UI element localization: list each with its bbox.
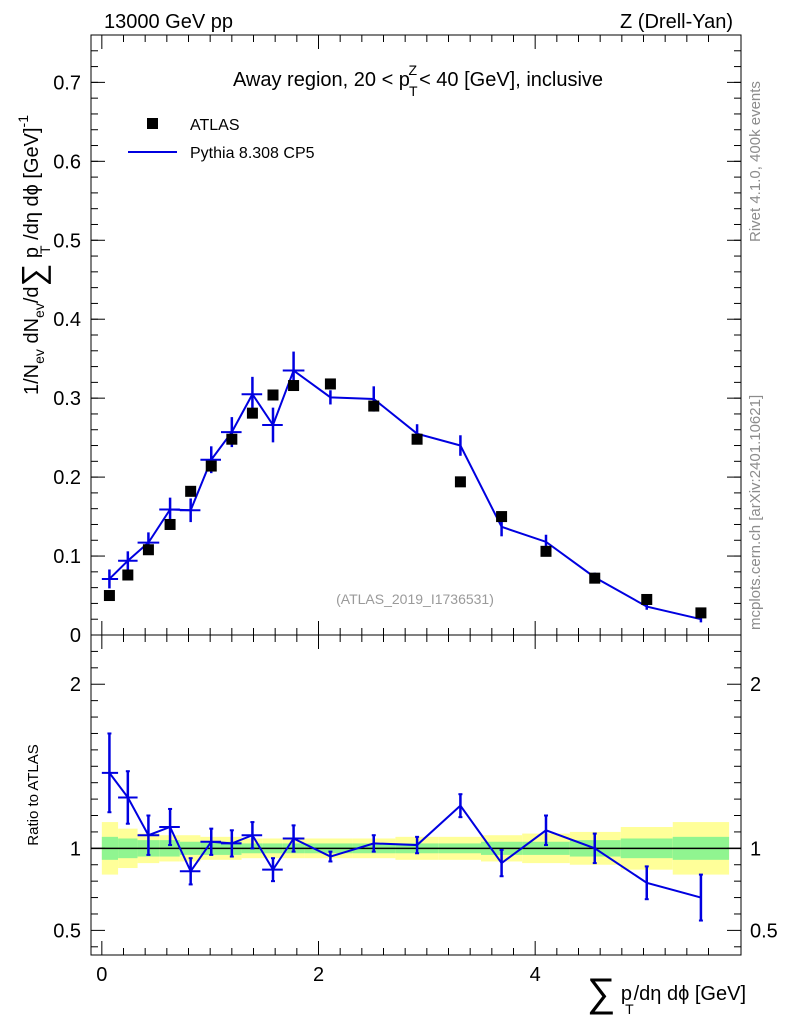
legend-atlas-label: ATLAS — [190, 117, 240, 134]
analysis-watermark: (ATLAS_2019_I1736531) — [336, 591, 494, 607]
main-ylabel: 1/Nev dNev/d∑ pT /dη dϕ [GeV]-1 — [15, 115, 53, 395]
ytick-label-6: 0.6 — [53, 151, 81, 173]
xtick-label-1: 2 — [313, 964, 324, 986]
header-left: 13000 GeV pp — [104, 11, 233, 33]
atlas-marker — [246, 407, 258, 419]
main-frame — [90, 34, 742, 636]
atlas-marker — [103, 590, 115, 602]
ytick-label-5: 0.5 — [53, 230, 81, 252]
ytick-label-7: 0.7 — [53, 72, 81, 94]
atlas-marker — [288, 380, 300, 392]
ytick-label-4: 0.4 — [53, 309, 81, 331]
atlas-marker — [185, 485, 197, 497]
main-title: Away region, 20 < pTZ < 40 [GeV], inclusi… — [233, 62, 603, 99]
xlabel: ∑ p T/dη dϕ [GeV] — [587, 971, 746, 1017]
atlas-marker — [142, 544, 154, 556]
legend-atlas-marker — [147, 118, 158, 129]
ytick-label-1: 1 — [70, 838, 81, 860]
atlas-marker — [226, 433, 238, 445]
atlas-marker — [324, 378, 336, 390]
ratio-frame — [90, 634, 742, 956]
ytick-label-0: 0.5 — [53, 920, 81, 942]
ytick-right-label-1: 1 — [750, 838, 761, 860]
atlas-marker — [122, 569, 134, 581]
ratio-ylabel: Ratio to ATLAS — [25, 744, 42, 845]
atlas-marker — [641, 593, 653, 605]
legend-pythia-label: Pythia 8.308 CP5 — [190, 145, 315, 162]
svg-text:∑ pT/dη dϕ [GeV]: ∑ p T/dη dϕ [GeV] — [587, 971, 746, 1017]
atlas-marker — [205, 460, 217, 472]
atlas-marker — [496, 511, 508, 523]
header-right: Z (Drell-Yan) — [620, 11, 733, 33]
ytick-label-2: 0.2 — [53, 467, 81, 489]
xtick-label-0: 0 — [96, 964, 107, 986]
mcplots-label: mcplots.cern.ch [arXiv:2401.10621] — [747, 395, 764, 630]
atlas-marker — [164, 518, 176, 530]
ytick-right-label-0: 0.5 — [750, 920, 778, 942]
ytick-label-3: 0.3 — [53, 388, 81, 410]
svg-text:1/Nev dNev/d∑ pT /dη dϕ [GeV]: 1/Nev dNev/d∑ pT /dη dϕ [GeV]-1 — [15, 115, 53, 395]
rivet-label: Rivet 4.1.0, 400k events — [747, 81, 764, 242]
atlas-marker — [267, 389, 279, 401]
atlas-marker — [540, 545, 552, 557]
atlas-marker — [454, 476, 466, 488]
atlas-marker — [368, 400, 380, 412]
ytick-label-1: 0.1 — [53, 546, 81, 568]
ytick-right-label-2: 2 — [750, 674, 761, 696]
ytick-label-0: 0 — [70, 625, 81, 647]
ytick-label-2: 2 — [70, 674, 81, 696]
xtick-label-2: 4 — [530, 964, 541, 986]
atlas-marker — [695, 607, 707, 619]
mc-line — [108, 368, 702, 621]
atlas-marker — [411, 433, 423, 445]
atlas-marker — [589, 572, 601, 584]
